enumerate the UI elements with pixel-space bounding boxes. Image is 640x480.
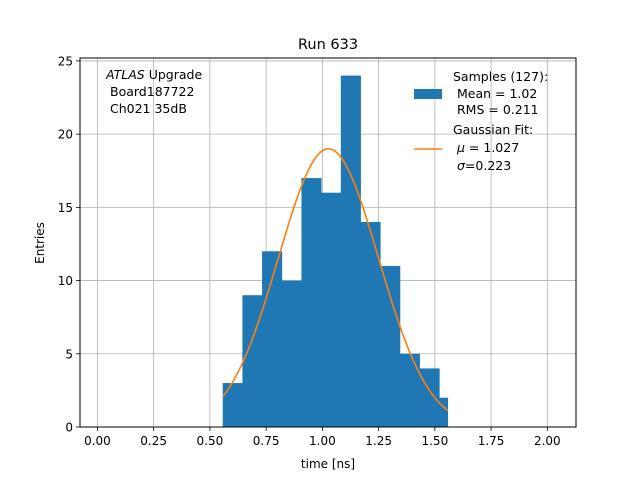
histogram-bar-1	[242, 295, 263, 427]
x-axis-label: time [ns]	[301, 457, 355, 471]
gaussian-fit-curve	[222, 147, 449, 412]
legend-fit-title: Gaussian Fit:	[453, 122, 533, 137]
x-tick-label-5: 1.25	[365, 434, 392, 448]
y-tick-label-3: 15	[58, 201, 73, 215]
histogram-bar-4	[301, 178, 322, 427]
x-tick-label-8: 2.00	[534, 434, 561, 448]
x-tick-label-3: 0.75	[253, 434, 280, 448]
histogram-bar-7	[360, 222, 381, 427]
y-tick-label-5: 25	[58, 54, 73, 68]
y-tick-label-2: 10	[58, 274, 73, 288]
y-tick-label-1: 5	[65, 347, 73, 361]
histogram-bar-10	[419, 368, 440, 427]
annotation-line-3: Ch021 35dB	[110, 101, 187, 116]
x-tick-label-4: 1.00	[309, 434, 336, 448]
chart-title: Run 633	[298, 37, 358, 53]
y-tick-label-4: 20	[58, 128, 73, 142]
histogram-bar-9	[399, 353, 420, 427]
histogram-bar-11	[439, 397, 449, 427]
x-tick-label-2: 0.50	[197, 434, 224, 448]
histogram-bar-5	[321, 192, 342, 427]
y-tick-label-0: 0	[65, 421, 73, 435]
legend-histogram-rms: RMS = 0.211	[457, 102, 539, 117]
annotation-line-1: ATLAS Upgrade	[105, 67, 202, 82]
histogram-bar-8	[380, 265, 401, 427]
annotation-upgrade: Upgrade	[145, 67, 203, 82]
x-tick-label-6: 1.50	[421, 434, 448, 448]
legend-sigma-symbol: σ	[457, 158, 466, 173]
legend-fit-sigma: σ=0.223	[457, 158, 511, 173]
x-tick-label-0: 0.00	[84, 434, 111, 448]
legend-mu-symbol: μ	[456, 140, 465, 155]
histogram-bar-0	[222, 383, 243, 427]
annotation-line-2: Board187722	[110, 84, 194, 99]
x-tick-label-1: 0.25	[140, 434, 167, 448]
legend-histogram-title: Samples (127):	[453, 69, 548, 84]
atlas-annotation: ATLAS Upgrade Board187722 Ch021 35dB	[105, 67, 202, 116]
x-tick-label-7: 1.75	[478, 434, 505, 448]
legend-mu-value: = 1.027	[465, 140, 519, 155]
legend-sigma-value: =0.223	[465, 158, 511, 173]
legend: Samples (127): Mean = 1.02 RMS = 0.211 G…	[414, 69, 548, 173]
plot-frame	[79, 57, 577, 428]
legend-histogram-mean: Mean = 1.02	[457, 86, 537, 101]
legend-histogram-swatch	[414, 89, 442, 99]
x-axis: 0.00 0.25 0.50 0.75 1.00 1.25 1.50 1.75 2.00	[84, 427, 561, 448]
histogram-bar-6	[340, 75, 361, 428]
y-axis-label: Entries	[33, 222, 47, 264]
y-axis: 0 5 10 15 20 25	[58, 54, 80, 435]
histogram-bar-3	[281, 280, 302, 427]
annotation-atlas: ATLAS	[105, 67, 145, 82]
legend-fit-mu: μ = 1.027	[456, 140, 519, 155]
